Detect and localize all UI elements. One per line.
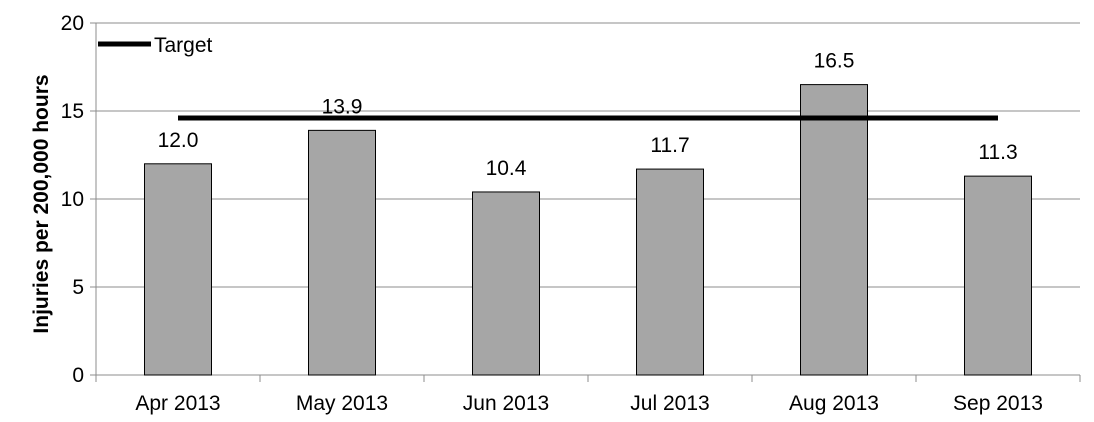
bar-aug-2013 bbox=[800, 84, 868, 376]
gridlines bbox=[96, 22, 1080, 288]
bar-jun-2013 bbox=[472, 191, 540, 376]
x-tick-label: Jul 2013 bbox=[630, 392, 709, 415]
y-tick-label: 10 bbox=[61, 188, 84, 211]
data-label: 10.4 bbox=[486, 157, 527, 180]
data-label: 11.3 bbox=[978, 141, 1017, 164]
bar-sep-2013 bbox=[964, 175, 1032, 376]
x-tick-label: Aug 2013 bbox=[789, 392, 879, 415]
bar-apr-2013 bbox=[144, 163, 212, 376]
data-label: 13.9 bbox=[322, 95, 363, 118]
data-label: 16.5 bbox=[814, 50, 855, 73]
x-tick-label: Apr 2013 bbox=[135, 392, 220, 415]
y-tick-label: 20 bbox=[61, 12, 84, 35]
bars bbox=[144, 84, 1032, 376]
legend-target-label: Target bbox=[154, 34, 213, 57]
y-axis-title: Injuries per 200,000 hours bbox=[30, 74, 53, 333]
data-label: 11.7 bbox=[650, 134, 689, 157]
data-labels: 12.0 13.9 10.4 11.7 16.5 11.3 bbox=[158, 50, 1018, 180]
data-label: 12.0 bbox=[158, 129, 199, 152]
bar-may-2013 bbox=[308, 129, 376, 376]
x-tick-label: Sep 2013 bbox=[953, 392, 1043, 415]
x-tick-label: May 2013 bbox=[296, 392, 388, 415]
y-tick-label: 15 bbox=[61, 100, 84, 123]
axes: 0 5 10 15 20 Apr 2013 May 2013 Jun 2013 Jul 2013… bbox=[61, 12, 1081, 415]
y-tick-label: 5 bbox=[72, 276, 84, 299]
bar-jul-2013 bbox=[636, 168, 704, 376]
y-tick-label: 0 bbox=[72, 364, 84, 387]
legend: Target bbox=[98, 34, 213, 57]
x-tick-label: Jun 2013 bbox=[463, 392, 549, 415]
